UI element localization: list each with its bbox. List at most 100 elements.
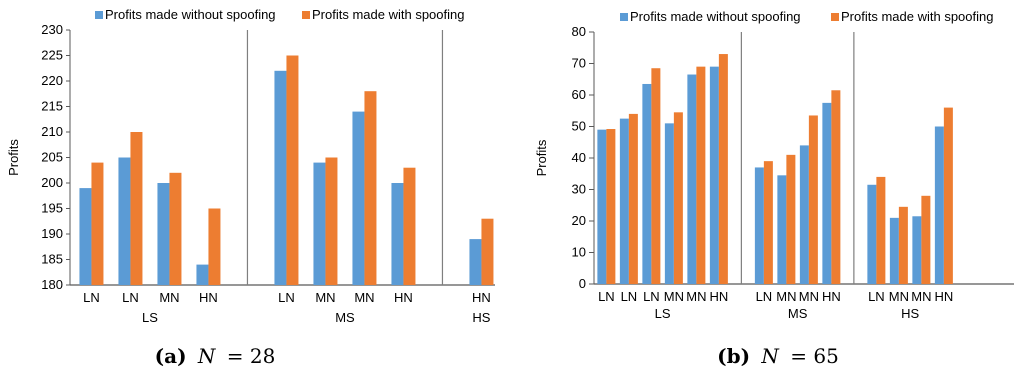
- bar-with-spoofing: [763, 161, 773, 284]
- x-group-label: MS: [788, 306, 808, 321]
- y-tick-label: 10: [572, 245, 586, 260]
- y-tick-label: 20: [572, 213, 586, 228]
- bar-with-spoofing: [921, 195, 931, 284]
- bar-without-spoofing: [687, 74, 697, 285]
- bar-without-spoofing: [799, 145, 809, 284]
- bar-with-spoofing: [696, 66, 706, 285]
- legend-label-with: Profits made with spoofing: [312, 7, 464, 22]
- bar-without-spoofing: [274, 70, 287, 285]
- x-group-label: LS: [142, 310, 158, 325]
- bar-with-spoofing: [786, 154, 796, 284]
- bar-without-spoofing: [642, 83, 652, 284]
- y-tick-label: 70: [572, 56, 586, 71]
- y-tick-label: 205: [41, 150, 63, 165]
- x-category-label: MN: [315, 290, 335, 305]
- caption-a-var: N: [197, 344, 217, 368]
- bar-without-spoofing: [934, 126, 944, 284]
- y-axis-label: Profits: [534, 139, 549, 176]
- chart-b: Profits made without spoofing Profits mad…: [534, 9, 1014, 321]
- bar-without-spoofing: [777, 175, 787, 284]
- caption-b: (b) N = 65: [717, 344, 839, 368]
- legend-label-without: Profits made without spoofing: [105, 7, 276, 22]
- bar-without-spoofing: [597, 129, 607, 284]
- bar-with-spoofing: [169, 172, 182, 285]
- x-category-label: LN: [643, 289, 660, 304]
- legend-swatch-without: [620, 13, 628, 21]
- bar-with-spoofing: [943, 107, 953, 284]
- y-tick-label: 30: [572, 182, 586, 197]
- y-axis-label: Profits: [6, 139, 21, 176]
- x-category-label: HN: [199, 290, 218, 305]
- x-category-label: MN: [664, 289, 684, 304]
- x-category-label: LN: [122, 290, 139, 305]
- x-category-label: LN: [756, 289, 773, 304]
- x-category-label: MN: [889, 289, 909, 304]
- bar-without-spoofing: [889, 217, 899, 284]
- bar-with-spoofing: [91, 162, 104, 285]
- bar-without-spoofing: [619, 118, 629, 284]
- caption-b-label: (b): [717, 344, 750, 368]
- bar-with-spoofing: [898, 206, 908, 284]
- x-category-label: LN: [598, 289, 615, 304]
- bar-with-spoofing: [364, 91, 377, 285]
- x-category-label: LN: [868, 289, 885, 304]
- y-tick-label: 40: [572, 150, 586, 165]
- bar-without-spoofing: [79, 188, 92, 285]
- x-category-label: MN: [799, 289, 819, 304]
- y-tick-label: 225: [41, 48, 63, 63]
- bar-with-spoofing: [208, 208, 221, 285]
- legend: Profits made without spoofing Profits mad…: [620, 9, 993, 24]
- bar-without-spoofing: [912, 216, 922, 284]
- y-tick-label: 215: [41, 99, 63, 114]
- x-category-label: HN: [822, 289, 841, 304]
- bar-without-spoofing: [391, 183, 404, 285]
- x-category-label: MN: [159, 290, 179, 305]
- legend-swatch-without: [95, 11, 103, 19]
- bar-without-spoofing: [118, 157, 131, 285]
- caption-a-value: = 28: [227, 344, 276, 368]
- caption-a: (a) N = 28: [155, 344, 276, 368]
- legend-swatch-with: [831, 13, 839, 21]
- x-group-label: HS: [901, 306, 919, 321]
- bar-with-spoofing: [403, 167, 416, 285]
- x-category-label: LN: [83, 290, 100, 305]
- x-group-label: LS: [655, 306, 671, 321]
- y-tick-label: 180: [41, 277, 63, 292]
- x-category-label: HN: [394, 290, 413, 305]
- bar-without-spoofing: [822, 102, 832, 284]
- bar-with-spoofing: [130, 132, 143, 285]
- bar-without-spoofing: [867, 184, 877, 284]
- y-tick-label: 200: [41, 175, 63, 190]
- x-category-label: MN: [686, 289, 706, 304]
- chart-a: Profits made without spoofing Profits mad…: [6, 7, 495, 325]
- bar-without-spoofing: [157, 183, 170, 285]
- x-group-label: HS: [472, 310, 490, 325]
- y-tick-label: 195: [41, 201, 63, 216]
- bar-with-spoofing: [651, 68, 661, 284]
- legend-label-without: Profits made without spoofing: [630, 9, 801, 24]
- bar-without-spoofing: [313, 162, 326, 285]
- x-category-label: LN: [278, 290, 295, 305]
- bar-with-spoofing: [606, 129, 616, 284]
- x-category-label: HN: [934, 289, 953, 304]
- bar-with-spoofing: [286, 55, 299, 285]
- y-tick-label: 80: [572, 24, 586, 39]
- x-category-label: HN: [709, 289, 728, 304]
- bar-with-spoofing: [808, 115, 818, 284]
- y-tick-label: 185: [41, 252, 63, 267]
- legend-swatch-with: [302, 11, 310, 19]
- legend-label-with: Profits made with spoofing: [841, 9, 993, 24]
- y-tick-label: 190: [41, 226, 63, 241]
- bar-with-spoofing: [831, 90, 841, 285]
- bar-with-spoofing: [325, 157, 338, 285]
- bar-with-spoofing: [628, 113, 638, 285]
- bar-with-spoofing: [481, 218, 494, 285]
- bar-without-spoofing: [352, 111, 365, 285]
- y-tick-label: 0: [579, 276, 586, 291]
- x-category-label: MN: [776, 289, 796, 304]
- bar-without-spoofing: [196, 264, 209, 285]
- x-category-label: MN: [354, 290, 374, 305]
- legend: Profits made without spoofing Profits mad…: [95, 7, 464, 22]
- bar-with-spoofing: [673, 112, 683, 284]
